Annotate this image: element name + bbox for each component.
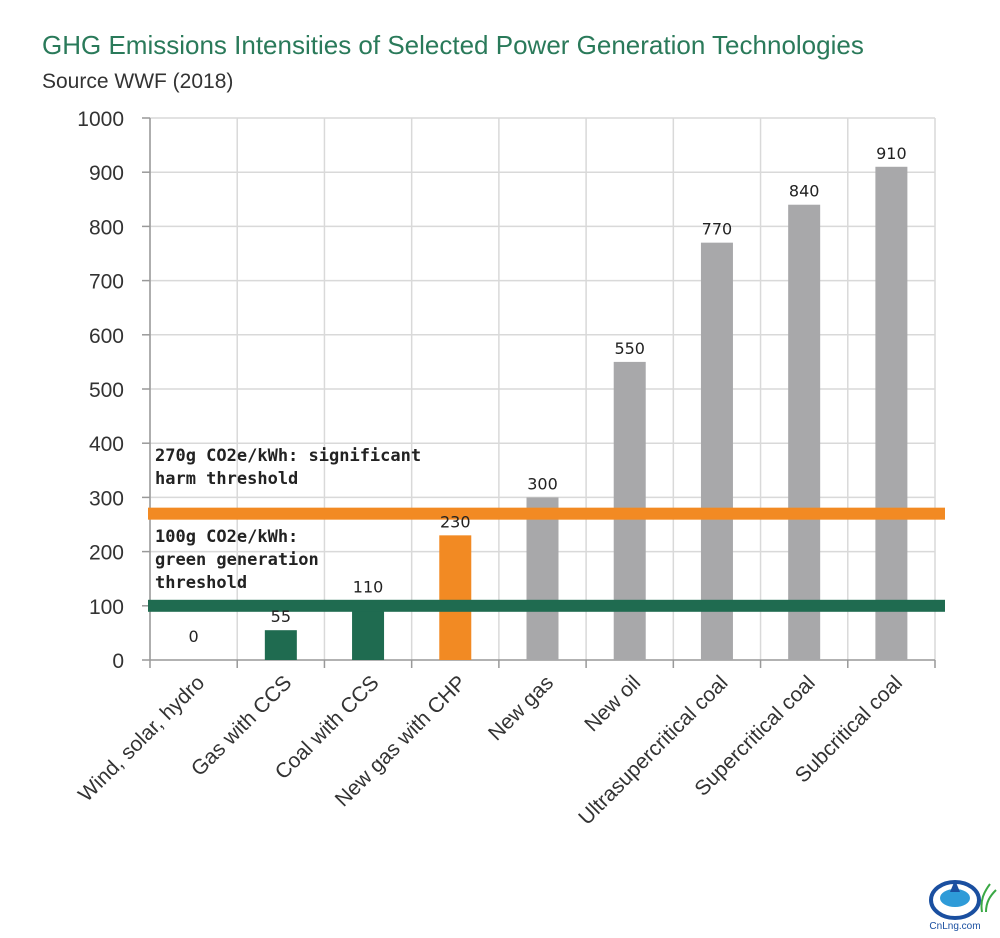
- threshold-lines: 270g CO2e/kWh: significant harm threshold…: [148, 446, 945, 612]
- y-tick-label: 400: [89, 433, 124, 456]
- category-label: Ultrasupercritical coal: [574, 671, 732, 829]
- value-label: 840: [789, 182, 820, 201]
- y-tick-label: 800: [89, 216, 124, 239]
- logo-water-icon: [940, 889, 970, 907]
- y-tick-label: 700: [89, 271, 124, 294]
- y-tick-label: 600: [89, 325, 124, 348]
- bar: [264, 630, 297, 660]
- category-label: Wind, solar, hydro: [74, 671, 209, 806]
- threshold-label: threshold: [155, 573, 247, 593]
- logo-leaf-icon: [985, 889, 997, 913]
- y-tick-label: 0: [112, 650, 124, 673]
- value-label: 910: [876, 144, 907, 163]
- logo-text: CnLng.com: [929, 921, 980, 932]
- value-label: 300: [527, 474, 558, 493]
- logo-flame-icon: [950, 880, 960, 892]
- category-label: New gas: [484, 671, 558, 745]
- bar: [526, 497, 559, 660]
- y-tick-label: 500: [89, 379, 124, 402]
- y-tick-labels: 0 100 200 300 400 500 600 700 800 900 1000: [77, 108, 124, 673]
- cnlng-logo: CnLng.com: [929, 880, 997, 932]
- chart-title: GHG Emissions Intensities of Selected Po…: [42, 30, 864, 60]
- y-tick-label: 900: [89, 162, 124, 185]
- bar: [875, 166, 908, 660]
- threshold-label: 270g CO2e/kWh: significant: [155, 446, 421, 466]
- bar: [700, 242, 733, 660]
- y-tick-label: 100: [89, 596, 124, 619]
- y-tick-label: 1000: [77, 108, 124, 131]
- value-label: 550: [614, 339, 645, 358]
- threshold-label: green generation: [155, 550, 319, 570]
- logo-leaf-icon: [980, 883, 991, 913]
- category-label: New oil: [580, 671, 645, 736]
- threshold-label: harm threshold: [155, 469, 298, 489]
- y-tick-label: 300: [89, 487, 124, 510]
- threshold-line: [148, 507, 945, 520]
- value-label: 770: [702, 220, 733, 239]
- value-label: 110: [353, 577, 384, 596]
- value-label: 55: [271, 607, 291, 626]
- threshold-label: 100g CO2e/kWh:: [155, 527, 298, 547]
- chart-subtitle: Source WWF (2018): [42, 70, 234, 93]
- threshold-line: [148, 599, 945, 612]
- y-tick-label: 200: [89, 542, 124, 565]
- bar: [788, 204, 821, 660]
- value-label: 0: [189, 627, 199, 646]
- bar: [439, 535, 472, 660]
- value-labels: 0 55 110 230 300 550 770 840 910: [189, 144, 907, 646]
- value-label: 230: [440, 512, 471, 531]
